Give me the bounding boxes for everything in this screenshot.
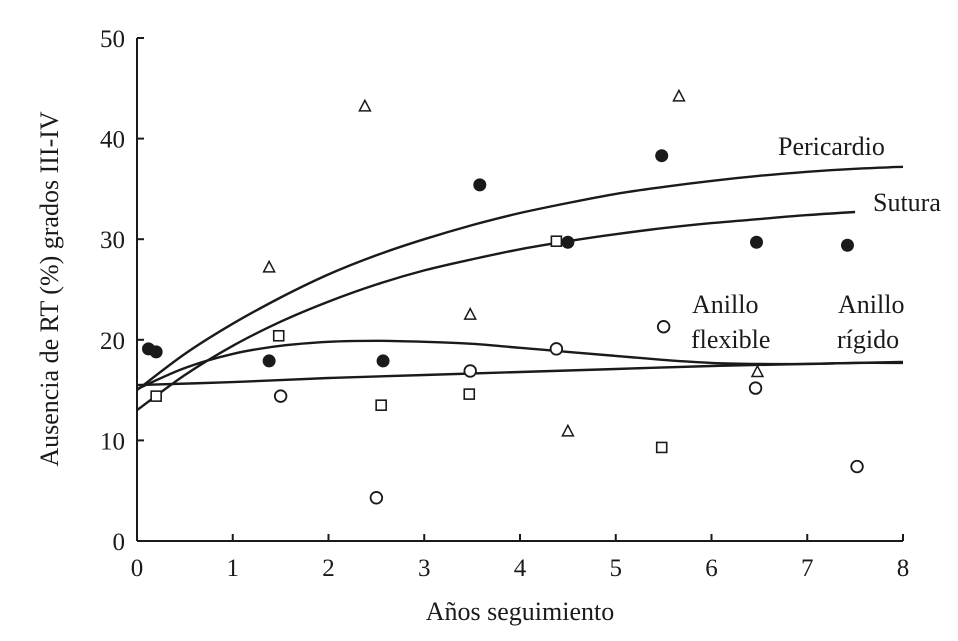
point-open-circle [273, 389, 288, 403]
point-open-square [655, 441, 668, 454]
point-filled-circle [561, 235, 575, 249]
point-open-circle [369, 491, 384, 505]
point-filled-circle [262, 354, 276, 368]
point-open-circle [463, 364, 477, 378]
point-open-square [463, 388, 476, 400]
curve-sutura [136, 210, 856, 412]
y-tick-label: 40 [100, 127, 125, 154]
point-open-square [272, 329, 285, 342]
x-tick-label: 8 [897, 555, 910, 582]
point-filled-circle [149, 345, 163, 359]
y-axis-ticks: 0 10 20 30 40 50 [100, 26, 144, 556]
curve-label-anillo-rigido-line2: rígido [837, 325, 899, 354]
curve-anillo-rigido [136, 360, 904, 387]
point-triangle [672, 88, 686, 102]
y-tick-label: 20 [100, 328, 125, 355]
point-triangle [358, 98, 372, 112]
x-axis-ticks: 0 1 2 3 4 5 6 7 8 [131, 534, 910, 582]
point-open-circle [656, 320, 671, 334]
y-tick-label: 50 [100, 26, 125, 53]
x-tick-label: 3 [418, 555, 431, 582]
point-open-circle [748, 381, 763, 395]
curve-pericardio [136, 165, 904, 392]
curve-label-sutura: Sutura [873, 188, 941, 217]
point-open-circle [850, 459, 864, 474]
point-triangle [463, 307, 477, 320]
y-tick-label: 0 [113, 529, 126, 556]
x-tick-label: 1 [227, 555, 240, 582]
point-filled-circle [655, 149, 669, 163]
y-tick-label: 10 [100, 428, 125, 455]
curve-label-anillo-rigido-line1: Anillo [838, 290, 904, 319]
data-points [141, 88, 864, 505]
x-tick-label: 2 [322, 555, 335, 582]
point-open-square [550, 235, 563, 248]
x-tick-label: 4 [514, 555, 527, 582]
y-axis-title: Ausencia de RT (%) grados III-IV [35, 111, 64, 467]
point-filled-circle [376, 354, 390, 368]
curve-label-anillo-flexible-line1: Anillo [692, 290, 758, 319]
x-tick-label: 6 [705, 555, 718, 582]
point-triangle [750, 364, 765, 378]
x-axis-title: Años seguimiento [426, 597, 615, 626]
point-triangle [262, 259, 276, 273]
point-triangle [561, 423, 575, 437]
y-tick-label: 30 [100, 227, 125, 254]
x-tick-label: 0 [131, 555, 144, 582]
fit-curves [136, 165, 904, 412]
point-open-circle [549, 342, 564, 356]
point-open-square [375, 399, 387, 411]
curve-label-anillo-flexible-line2: flexible [691, 325, 770, 354]
point-filled-circle [473, 178, 487, 192]
point-filled-circle [840, 238, 854, 252]
x-tick-label: 5 [610, 555, 623, 582]
point-open-square [150, 390, 162, 402]
point-filled-circle [750, 235, 764, 249]
x-tick-label: 7 [801, 555, 814, 582]
curve-label-pericardio: Pericardio [778, 132, 885, 161]
